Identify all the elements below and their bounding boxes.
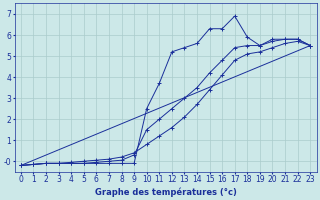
X-axis label: Graphe des températures (°c): Graphe des températures (°c) <box>95 187 236 197</box>
